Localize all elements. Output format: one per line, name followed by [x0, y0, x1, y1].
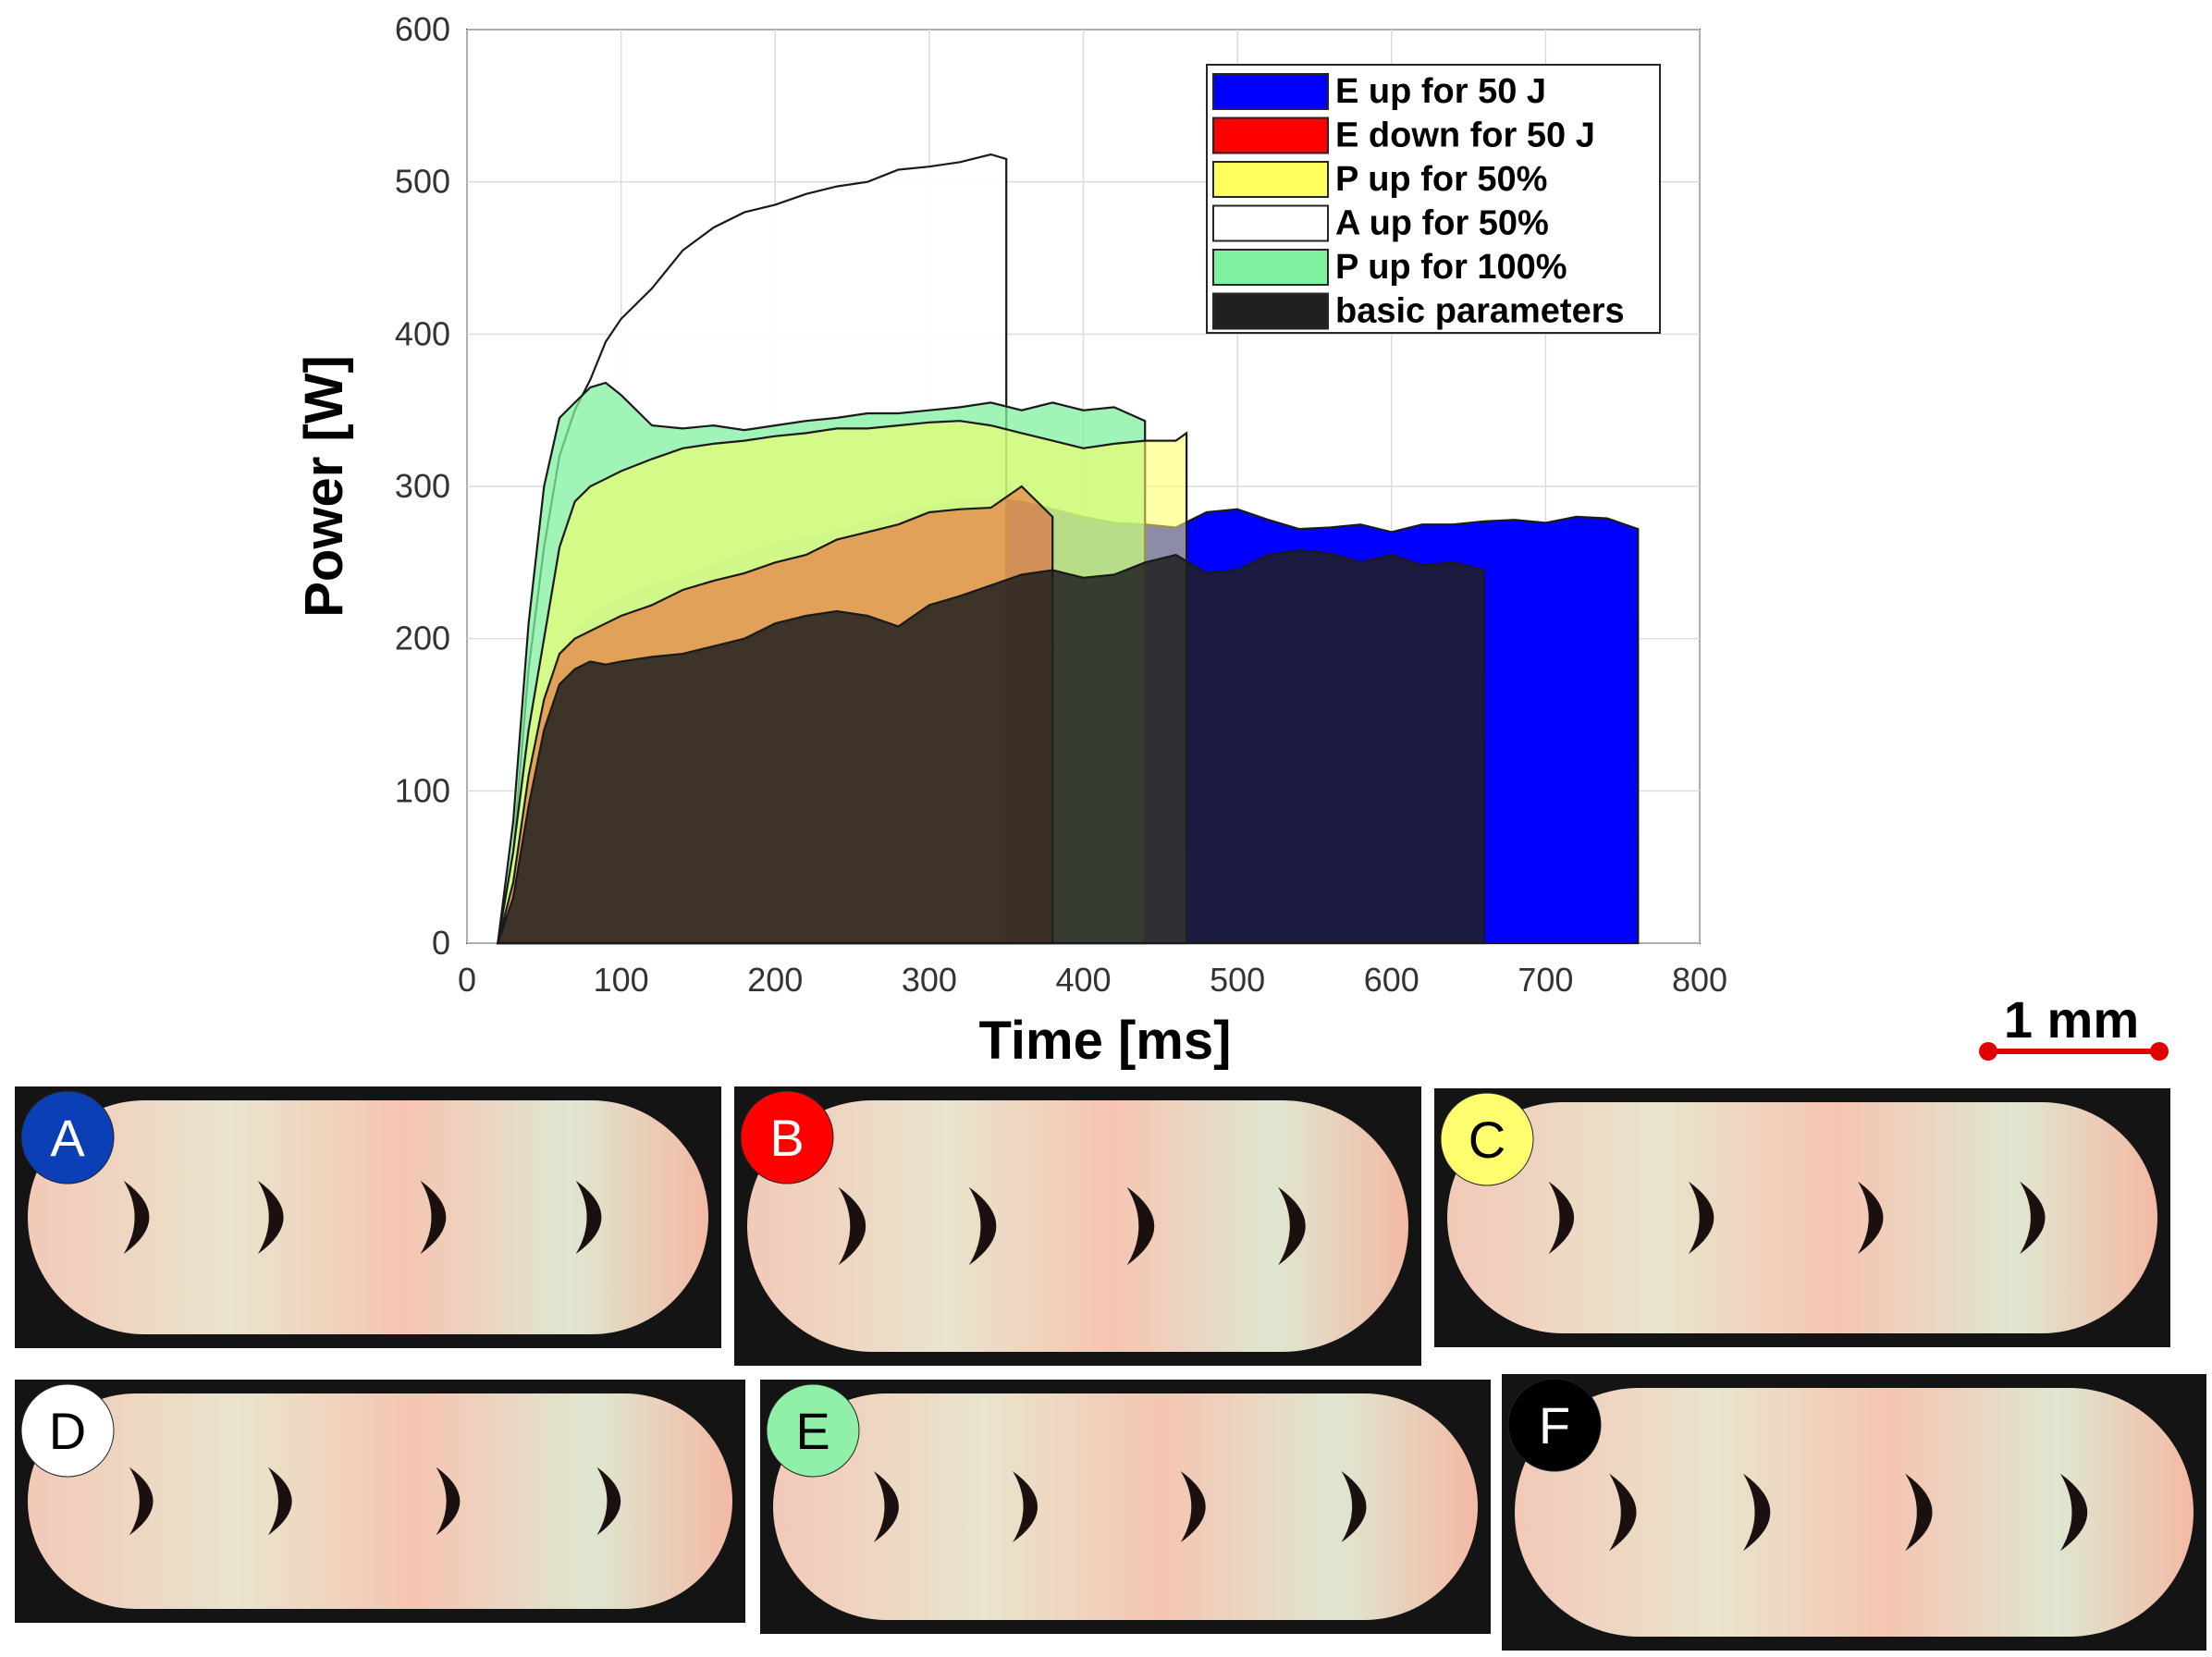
y-tick-label: 0 — [432, 924, 450, 962]
pore — [1126, 1186, 1155, 1266]
panel-label: C — [1469, 1111, 1505, 1169]
pore — [1858, 1181, 1884, 1255]
panel-label: A — [50, 1109, 85, 1167]
pore — [1905, 1473, 1933, 1552]
panel-label-circle — [1440, 1092, 1534, 1186]
y-tick-labels: 0 100 200 300 400 500 600 — [395, 10, 450, 962]
pore — [2020, 1181, 2046, 1255]
pore — [596, 1467, 621, 1536]
x-tick-labels: 0 100 200 300 400 500 600 700 800 — [458, 961, 1727, 999]
legend-label: P up for 50% — [1335, 160, 1547, 199]
pore — [1688, 1181, 1714, 1255]
panel-label: E — [795, 1402, 830, 1460]
y-axis-label: Power [W] — [294, 355, 354, 618]
pore — [257, 1180, 284, 1255]
pore — [436, 1467, 461, 1536]
pore — [129, 1467, 154, 1536]
legend-label: basic parameters — [1335, 292, 1625, 331]
pore — [420, 1180, 447, 1255]
scale-bar-end-left — [1979, 1042, 1997, 1061]
pore — [1278, 1186, 1306, 1266]
series-layer — [496, 153, 1640, 945]
micrograph-panel-d: D — [15, 1380, 745, 1623]
legend-label: P up for 100% — [1335, 248, 1567, 287]
weld-cross-section — [1515, 1388, 2194, 1637]
pore — [267, 1467, 292, 1536]
scale-bar-end-right — [2150, 1042, 2169, 1061]
weld-cross-section — [747, 1100, 1408, 1352]
legend-swatch — [1212, 249, 1329, 286]
panel-label: F — [1539, 1396, 1570, 1454]
scale-bar-label: 1 mm — [2004, 990, 2139, 1049]
micrograph-panel-e: E — [760, 1380, 1491, 1634]
weld-cross-section — [28, 1100, 708, 1334]
x-tick-label: 100 — [594, 961, 649, 999]
micrograph-panels: A B C D E F — [15, 1086, 2206, 1651]
pore — [2059, 1473, 2088, 1552]
pore — [1548, 1181, 1575, 1255]
x-tick-label: 300 — [902, 961, 957, 999]
x-tick-label: 0 — [458, 961, 476, 999]
legend-label: E up for 50 J — [1335, 72, 1546, 111]
legend: E up for 50 J E down for 50 J P up for 50%… — [1206, 64, 1661, 334]
x-tick-label: 200 — [747, 961, 803, 999]
pore — [873, 1471, 899, 1542]
x-tick-label: 800 — [1672, 961, 1727, 999]
panel-label: D — [49, 1402, 86, 1460]
pore — [575, 1180, 602, 1255]
x-tick-label: 500 — [1210, 961, 1265, 999]
panel-label-circle — [766, 1383, 860, 1478]
x-tick-label: 400 — [1055, 961, 1111, 999]
micrograph-panel-a: A — [15, 1086, 721, 1348]
y-tick-label: 200 — [395, 620, 450, 657]
pore — [1341, 1471, 1367, 1542]
weld-cross-section — [773, 1393, 1478, 1620]
y-tick-label: 500 — [395, 163, 450, 201]
legend-swatch — [1212, 292, 1329, 330]
y-tick-label: 600 — [395, 10, 450, 48]
pore — [1013, 1471, 1038, 1542]
y-tick-label: 300 — [395, 467, 450, 505]
micrograph-panel-f: F — [1502, 1374, 2206, 1651]
x-tick-label: 600 — [1364, 961, 1419, 999]
y-tick-label: 400 — [395, 314, 450, 352]
legend-swatch — [1212, 117, 1329, 154]
legend-swatch — [1212, 204, 1329, 242]
x-axis-label: Time [ms] — [979, 1011, 1232, 1071]
legend-swatch — [1212, 73, 1329, 110]
x-tick-label: 700 — [1518, 961, 1573, 999]
micrograph-panel-b: B — [734, 1086, 1421, 1366]
pore — [968, 1186, 997, 1266]
pore — [1743, 1473, 1771, 1552]
scale-bar: 1 mm — [1979, 990, 2169, 1061]
weld-cross-section — [1447, 1102, 2157, 1333]
micrograph-panel-c: C — [1434, 1088, 2170, 1347]
legend-label: A up for 50% — [1335, 204, 1549, 243]
pore — [1609, 1473, 1637, 1552]
panel-label-circle — [740, 1090, 834, 1184]
series-area-basic-parameters — [496, 549, 1485, 945]
legend-label: E down for 50 J — [1335, 117, 1595, 155]
panel-label-circle — [20, 1090, 115, 1184]
pore — [123, 1180, 150, 1255]
weld-cross-section — [28, 1393, 732, 1609]
panel-label: B — [769, 1109, 804, 1167]
legend-swatch — [1212, 161, 1329, 198]
pore — [838, 1186, 866, 1266]
y-tick-label: 100 — [395, 771, 450, 809]
panel-label-circle — [20, 1383, 115, 1478]
pore — [1180, 1471, 1206, 1542]
panel-label-circle — [1507, 1378, 1602, 1472]
